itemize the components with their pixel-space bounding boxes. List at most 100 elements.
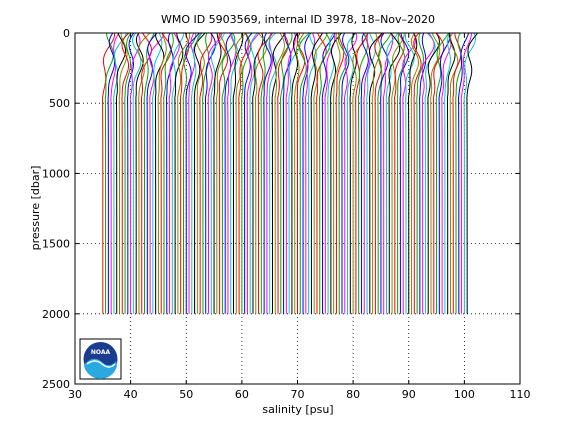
salinity-profile-line [433,32,445,314]
x-tick-label: 50 [179,388,193,401]
salinity-profile-line [121,32,130,314]
salinity-profile-line [202,32,210,314]
salinity-profile-line [182,32,197,314]
salinity-profile-line [252,32,264,314]
salinity-profile-line [435,32,450,314]
x-axis-label: salinity [psu] [262,403,333,416]
salinity-profile-line [227,32,237,314]
salinity-profile-line [146,32,158,314]
salinity-profile-line [129,32,141,314]
salinity-profile-line [335,32,345,314]
salinity-profile-line [424,32,436,314]
salinity-profile-line [218,32,229,314]
salinity-profile-line [349,32,357,314]
salinity-profile-line [452,32,462,314]
salinity-profile-line [430,32,441,314]
salinity-profile-line [193,32,206,314]
salinity-profile-line [163,32,174,314]
salinity-profile-line [404,32,415,314]
salinity-profile-line [118,32,128,314]
salinity-profile-line [235,32,247,314]
x-tick-label: 40 [124,388,138,401]
y-axis: 0 500 1000 1500 2000 2500 [42,27,520,391]
salinity-profile-line [410,32,419,314]
salinity-profile-line [243,32,253,314]
salinity-profile-line [419,32,427,314]
y-tick-label: 500 [49,97,70,110]
salinity-profile-line [107,32,116,314]
salinity-profile-line [143,32,155,314]
salinity-profile-line [160,32,172,314]
logo-text: NOAA [91,349,111,356]
salinity-profile-line [232,32,244,314]
noaa-logo: NOAA [79,338,122,380]
salinity-profile-line [246,32,260,314]
salinity-profile-line [255,32,268,314]
salinity-profile-line [357,32,368,314]
salinity-profile-line [458,32,470,314]
salinity-profile-line [388,32,401,314]
salinity-profile-line [274,32,285,314]
salinity-profile-line [277,32,289,314]
x-axis: 30 40 50 60 70 80 90 100 110 [68,33,531,401]
salinity-profile-line [355,32,369,314]
salinity-profile-line [280,32,293,314]
salinity-profile-line [466,32,478,314]
salinity-profile-line [149,32,165,314]
salinity-profile-line [207,32,223,314]
salinity-profile-line [238,32,249,314]
salinity-profile-line [446,32,456,314]
salinity-profile-line [407,32,418,314]
chart-title: WMO ID 5903569, internal ID 3978, 18–Nov… [161,13,435,26]
salinity-profile-line [382,32,394,314]
profile-series-group [102,32,478,314]
salinity-profile-line [154,32,165,314]
salinity-profile-line [302,32,312,314]
x-tick-label: 100 [454,388,475,401]
salinity-profile-line [460,32,472,314]
salinity-profile-line [305,32,316,314]
salinity-profile-line [363,32,371,314]
salinity-profile-line [191,32,203,314]
salinity-profile-line [152,32,163,314]
salinity-profile-line [282,32,292,314]
salinity-profile-line [249,32,258,314]
salinity-profile-line [332,32,341,314]
salinity-profile-line [185,32,200,314]
salinity-profile-line [399,32,410,314]
salinity-profile-line [124,32,132,314]
salinity-profile-line [316,32,327,314]
salinity-profile-line [268,32,277,314]
salinity-profile-line [455,32,463,314]
salinity-profile-line [257,32,273,314]
salinity-profile-line [293,32,305,314]
salinity-profile-line [174,32,184,314]
salinity-profile-line [402,32,417,314]
salinity-profile-line [327,32,335,314]
salinity-profile-line [104,32,114,314]
salinity-profile-line [377,32,392,314]
salinity-profile-line [263,32,272,314]
salinity-profile-line [168,32,180,314]
salinity-profile-line [291,32,299,314]
salinity-profile-line [166,32,174,314]
salinity-profile-line [318,32,331,314]
salinity-profile-line [260,32,272,314]
grid-lines [75,33,520,384]
salinity-profile-line [221,32,236,314]
salinity-profile-line [396,32,406,314]
salinity-profile-line [310,32,323,314]
salinity-profile-line [285,32,296,314]
salinity-profile-line [463,32,476,314]
y-tick-label: 2000 [42,308,70,321]
x-tick-label: 70 [291,388,305,401]
salinity-profile-line [421,32,435,314]
x-tick-label: 90 [402,388,416,401]
salinity-profile-line [449,32,459,314]
salinity-profile-line [241,32,252,314]
logo-wave [84,358,117,379]
salinity-profile-line [177,32,191,314]
y-axis-label: pressure [dbar] [29,166,42,251]
logo-wave-crest [86,360,116,368]
salinity-profile-line [352,32,367,314]
